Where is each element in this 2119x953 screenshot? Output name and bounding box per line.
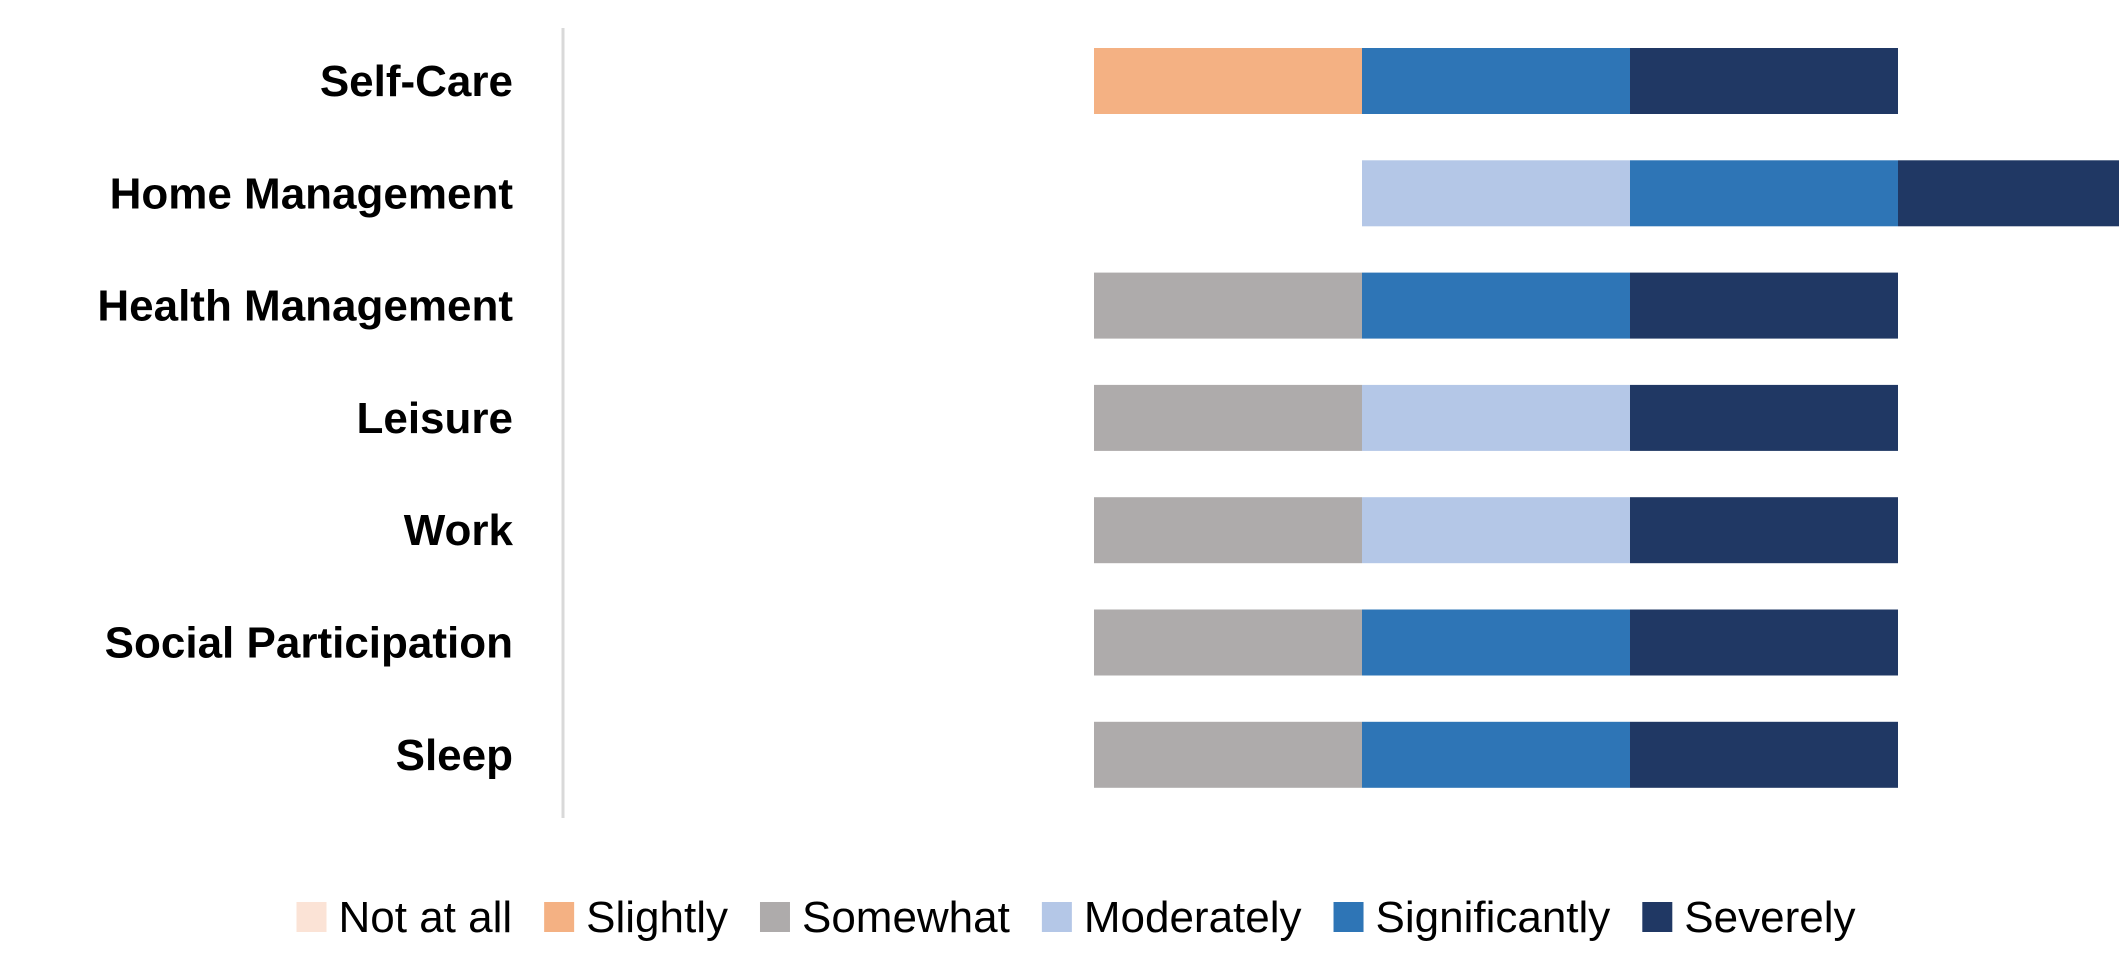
bar-work-severely bbox=[1630, 497, 1898, 564]
legend-label-somewhat: Somewhat bbox=[802, 893, 1010, 942]
category-label-work: Work bbox=[404, 506, 514, 555]
category-label-self-care: Self-Care bbox=[320, 57, 513, 106]
bar-home-management-severely bbox=[1898, 160, 2119, 227]
legend-swatch-not-at-all bbox=[296, 902, 327, 932]
bar-work-somewhat bbox=[1094, 497, 1362, 564]
category-labels: Self-Care Home Management Health Managemen… bbox=[97, 57, 513, 780]
legend-swatch-severely bbox=[1642, 902, 1673, 932]
legend-swatch-somewhat bbox=[759, 902, 790, 932]
bar-home-management-moderately bbox=[1362, 160, 1630, 227]
legend-label-moderately: Moderately bbox=[1084, 893, 1302, 942]
bar-leisure-severely bbox=[1630, 384, 1898, 451]
bar-leisure-somewhat bbox=[1094, 384, 1362, 451]
bar-sleep-significantly bbox=[1362, 721, 1630, 788]
legend-swatch-moderately bbox=[1041, 902, 1072, 932]
legend-label-severely: Severely bbox=[1684, 893, 1855, 942]
bar-self-care-severely bbox=[1630, 48, 1898, 114]
bar-health-management-significantly bbox=[1362, 272, 1630, 339]
legend-label-slightly: Slightly bbox=[586, 893, 728, 942]
category-label-health-management: Health Management bbox=[97, 282, 513, 331]
category-label-leisure: Leisure bbox=[356, 394, 513, 443]
bar-sleep-severely bbox=[1630, 721, 1898, 788]
legend-swatch-slightly bbox=[544, 902, 575, 932]
legend: Not at all Slightly Somewhat Moderately Sign… bbox=[296, 893, 1855, 942]
legend-label-not-at-all: Not at all bbox=[339, 893, 513, 942]
bar-leisure-moderately bbox=[1362, 384, 1630, 451]
bar-home-management-significantly bbox=[1630, 160, 1898, 227]
bar-self-care-significantly bbox=[1362, 48, 1630, 114]
bar-health-management-severely bbox=[1630, 272, 1898, 339]
category-label-home-management: Home Management bbox=[110, 169, 514, 218]
legend-swatch-significantly bbox=[1333, 902, 1364, 932]
category-label-sleep: Sleep bbox=[396, 731, 513, 780]
legend-label-significantly: Significantly bbox=[1376, 893, 1611, 942]
bar-social-participation-significantly bbox=[1362, 609, 1630, 676]
category-label-social-participation: Social Participation bbox=[105, 619, 513, 668]
bar-self-care-slightly bbox=[1094, 48, 1362, 114]
bar-health-management-somewhat bbox=[1094, 272, 1362, 339]
bar-social-participation-somewhat bbox=[1094, 609, 1362, 676]
bar-sleep-somewhat bbox=[1094, 721, 1362, 788]
bar-work-moderately bbox=[1362, 497, 1630, 564]
bar-social-participation-severely bbox=[1630, 609, 1898, 676]
plot-area bbox=[1094, 48, 2119, 788]
